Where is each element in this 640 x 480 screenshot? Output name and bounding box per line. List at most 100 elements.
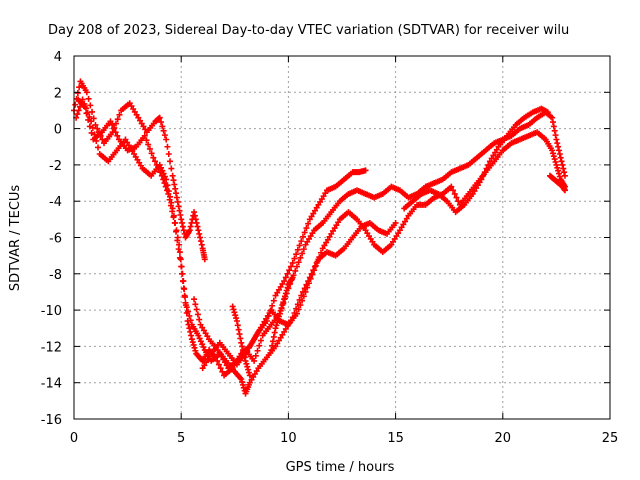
data-point	[188, 336, 195, 343]
data-point	[293, 310, 300, 317]
data-layer	[71, 78, 568, 397]
y-tick-label: 0	[54, 123, 62, 138]
data-point	[174, 198, 181, 205]
data-point	[179, 219, 186, 226]
data-point	[169, 208, 176, 215]
data-point	[481, 169, 488, 176]
data-point	[178, 263, 185, 270]
data-point	[197, 338, 204, 345]
data-point	[238, 376, 245, 383]
data-point	[176, 254, 183, 261]
data-point	[244, 363, 251, 370]
data-point	[165, 151, 172, 158]
data-point	[187, 317, 194, 324]
data-point	[554, 164, 561, 171]
data-point	[171, 219, 178, 226]
data-point	[276, 310, 283, 317]
data-point	[161, 132, 168, 139]
data-point	[293, 251, 300, 258]
data-point	[155, 165, 162, 172]
data-point	[295, 306, 302, 313]
data-point	[114, 132, 121, 139]
series-track-9	[229, 303, 253, 379]
data-point	[163, 136, 170, 143]
data-point	[186, 227, 193, 234]
data-point	[81, 103, 88, 110]
y-tick-label: -8	[49, 268, 62, 283]
data-point	[178, 216, 185, 223]
data-point	[549, 114, 556, 121]
data-point	[559, 161, 566, 168]
data-point	[273, 322, 280, 329]
data-point	[300, 293, 307, 300]
data-point	[193, 219, 200, 226]
data-point	[557, 154, 564, 161]
grid	[74, 56, 610, 419]
data-point	[196, 230, 203, 237]
data-point	[196, 316, 203, 323]
data-point	[298, 238, 305, 245]
data-point	[242, 357, 249, 364]
data-point	[116, 111, 123, 118]
y-tick-label: -2	[49, 159, 62, 174]
data-point	[167, 202, 174, 209]
data-point	[552, 158, 559, 165]
data-point	[188, 332, 195, 339]
data-point	[237, 335, 244, 342]
y-tick-label: -6	[49, 232, 62, 247]
data-point	[269, 302, 276, 309]
data-point	[233, 315, 240, 322]
y-tick-label: 2	[54, 86, 62, 101]
ticks	[73, 55, 611, 420]
x-tick-label: 5	[177, 431, 185, 446]
data-point	[107, 118, 114, 125]
data-point	[560, 165, 567, 172]
data-point	[451, 190, 458, 197]
y-tick-label: -10	[41, 304, 62, 319]
data-point	[89, 124, 96, 131]
data-point	[300, 246, 307, 253]
data-point	[281, 293, 288, 300]
data-point	[181, 292, 188, 299]
data-point	[450, 187, 457, 194]
data-point	[175, 203, 182, 210]
data-point	[268, 347, 275, 354]
data-point	[293, 263, 300, 270]
y-tick-label: 4	[54, 50, 62, 65]
data-point	[554, 140, 561, 147]
data-point	[157, 169, 164, 176]
data-point	[251, 357, 258, 364]
data-point	[72, 101, 79, 108]
data-point	[192, 347, 199, 354]
data-point	[238, 339, 245, 346]
data-point	[235, 326, 242, 333]
data-point	[232, 312, 239, 319]
data-point	[281, 296, 288, 303]
data-point	[305, 220, 312, 227]
data-point	[271, 329, 278, 336]
data-point	[74, 111, 81, 118]
data-point	[229, 303, 236, 310]
data-point	[289, 274, 296, 281]
data-point	[74, 90, 81, 97]
data-point	[180, 227, 187, 234]
data-point	[197, 238, 204, 245]
data-point	[110, 125, 117, 132]
data-point	[556, 173, 563, 180]
data-point	[311, 267, 318, 274]
data-point	[279, 302, 286, 309]
data-point	[239, 381, 246, 388]
data-point	[152, 158, 159, 165]
chart-title: Day 208 of 2023, Sidereal Day-to-day VTE…	[48, 23, 569, 38]
data-point	[483, 165, 490, 172]
data-point	[164, 143, 171, 150]
data-point	[272, 325, 279, 332]
data-point	[317, 249, 324, 256]
data-point	[254, 347, 261, 354]
data-point	[153, 161, 160, 168]
data-point	[159, 123, 166, 130]
x-tick-label: 10	[280, 431, 297, 446]
data-point	[555, 143, 562, 150]
data-point	[256, 342, 263, 349]
